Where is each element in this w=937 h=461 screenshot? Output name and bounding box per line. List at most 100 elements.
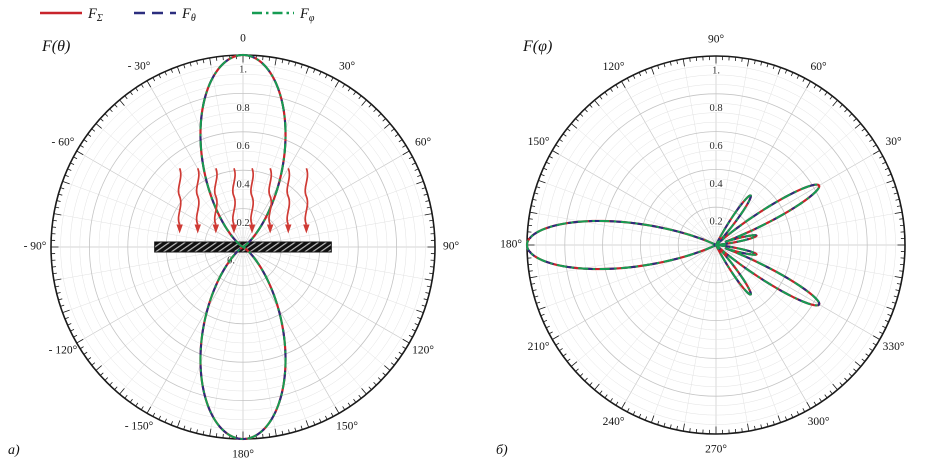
rim-tick bbox=[408, 334, 413, 338]
rim-tick bbox=[342, 83, 346, 88]
angle-label: 60° bbox=[810, 61, 827, 73]
rim-tick bbox=[353, 91, 357, 96]
legend-label-sub: φ bbox=[309, 13, 315, 24]
radial-tick-label: 0. bbox=[227, 255, 235, 266]
rim-tick bbox=[183, 425, 186, 430]
rim-tick bbox=[869, 348, 873, 352]
rim-tick bbox=[398, 351, 403, 355]
rim-tick bbox=[579, 113, 584, 117]
rim-tick bbox=[330, 77, 334, 82]
rim-tick bbox=[584, 108, 588, 113]
rim-tick bbox=[682, 58, 685, 67]
rim-tick bbox=[895, 289, 900, 292]
rim-tick bbox=[534, 295, 539, 298]
rim-tick bbox=[202, 59, 205, 64]
wave-arrow bbox=[250, 167, 255, 225]
wave-arrow-head bbox=[285, 224, 292, 234]
rim-tick bbox=[373, 108, 377, 113]
rim-tick bbox=[104, 113, 109, 117]
rim-tick bbox=[872, 342, 877, 346]
grid-circle-minor bbox=[69, 73, 417, 421]
grid-circle-minor bbox=[117, 121, 369, 373]
rim-tick bbox=[531, 205, 536, 207]
rim-tick bbox=[552, 335, 560, 340]
rim-tick bbox=[891, 186, 896, 189]
rim-tick bbox=[196, 429, 198, 434]
rim-tick bbox=[754, 425, 756, 430]
rim-tick bbox=[384, 123, 391, 129]
rim-tick bbox=[281, 59, 284, 64]
rim-tick bbox=[62, 309, 70, 314]
rim-tick bbox=[408, 156, 413, 160]
rim-tick bbox=[891, 301, 896, 304]
angle-label: - 30° bbox=[128, 61, 151, 73]
rim-tick bbox=[529, 276, 538, 279]
angle-label: 150° bbox=[336, 421, 358, 433]
rim-tick bbox=[650, 67, 655, 75]
rim-tick bbox=[682, 423, 685, 432]
rim-tick bbox=[377, 377, 382, 381]
grid-circle-minor bbox=[108, 112, 378, 382]
rim-tick bbox=[358, 95, 362, 100]
rim-tick bbox=[135, 402, 139, 407]
rim-tick bbox=[865, 353, 870, 357]
rim-tick bbox=[839, 104, 843, 108]
rim-tick bbox=[754, 60, 756, 65]
grid-circle-minor bbox=[630, 159, 802, 331]
rim-tick bbox=[382, 118, 386, 122]
rim-tick bbox=[104, 377, 109, 381]
rim-tick bbox=[334, 406, 340, 414]
rim-tick bbox=[76, 150, 84, 156]
rim-tick bbox=[528, 218, 533, 220]
rim-tick bbox=[844, 108, 848, 113]
rim-tick bbox=[83, 351, 88, 355]
wave-arrow-head bbox=[248, 224, 256, 234]
rim-tick bbox=[95, 365, 102, 371]
rim-tick bbox=[390, 362, 395, 366]
rim-tick bbox=[536, 301, 541, 304]
rim-tick bbox=[879, 155, 884, 159]
grid-circle-minor bbox=[137, 141, 349, 353]
rim-tick bbox=[589, 382, 593, 386]
rim-tick bbox=[330, 412, 334, 417]
rim-tick bbox=[384, 365, 391, 371]
rim-tick bbox=[176, 66, 181, 74]
rim-tick bbox=[202, 430, 205, 435]
rim-tick bbox=[575, 118, 579, 122]
rim-tick bbox=[325, 415, 328, 420]
rim-tick bbox=[52, 272, 57, 275]
rim-tick bbox=[158, 415, 161, 420]
rim-tick bbox=[146, 80, 152, 88]
rim-tick bbox=[398, 139, 403, 143]
rim-tick bbox=[176, 420, 181, 428]
angle-label: - 60° bbox=[51, 137, 74, 149]
polar-chart-phi: 90° 60° 30° 330° 300° 270° 240° 210° 180° 150° 120… bbox=[500, 34, 906, 456]
legend-label-sub: Σ bbox=[96, 13, 103, 24]
grid-circle-minor bbox=[583, 112, 849, 378]
rim-tick bbox=[91, 128, 96, 132]
angle-label: 60° bbox=[415, 137, 432, 149]
rim-tick bbox=[777, 415, 782, 423]
rim-tick bbox=[896, 205, 901, 207]
wave-arrow bbox=[268, 167, 273, 225]
rim-tick bbox=[342, 406, 346, 411]
rim-tick bbox=[790, 72, 794, 77]
rim-tick bbox=[760, 61, 763, 66]
rim-tick bbox=[288, 429, 290, 434]
rim-tick bbox=[796, 74, 800, 79]
grid-circle-major bbox=[127, 131, 359, 363]
grid-circle-minor bbox=[574, 103, 858, 387]
wave-arrow-head bbox=[303, 224, 310, 234]
rim-tick bbox=[872, 335, 880, 340]
rim-tick bbox=[377, 113, 382, 117]
polar-chart-theta: 0 30° 60° 90° 120° 150° 180° - 150° - 120° - 90° -… bbox=[24, 33, 460, 461]
rim-tick bbox=[529, 211, 538, 214]
rim-tick bbox=[638, 413, 642, 418]
radial-tick-label: 0.2 bbox=[709, 217, 722, 228]
rim-tick bbox=[361, 99, 367, 106]
rim-tick bbox=[644, 416, 648, 421]
rim-tick bbox=[146, 406, 152, 414]
rim-tick bbox=[368, 104, 372, 108]
rim-tick bbox=[294, 62, 297, 67]
